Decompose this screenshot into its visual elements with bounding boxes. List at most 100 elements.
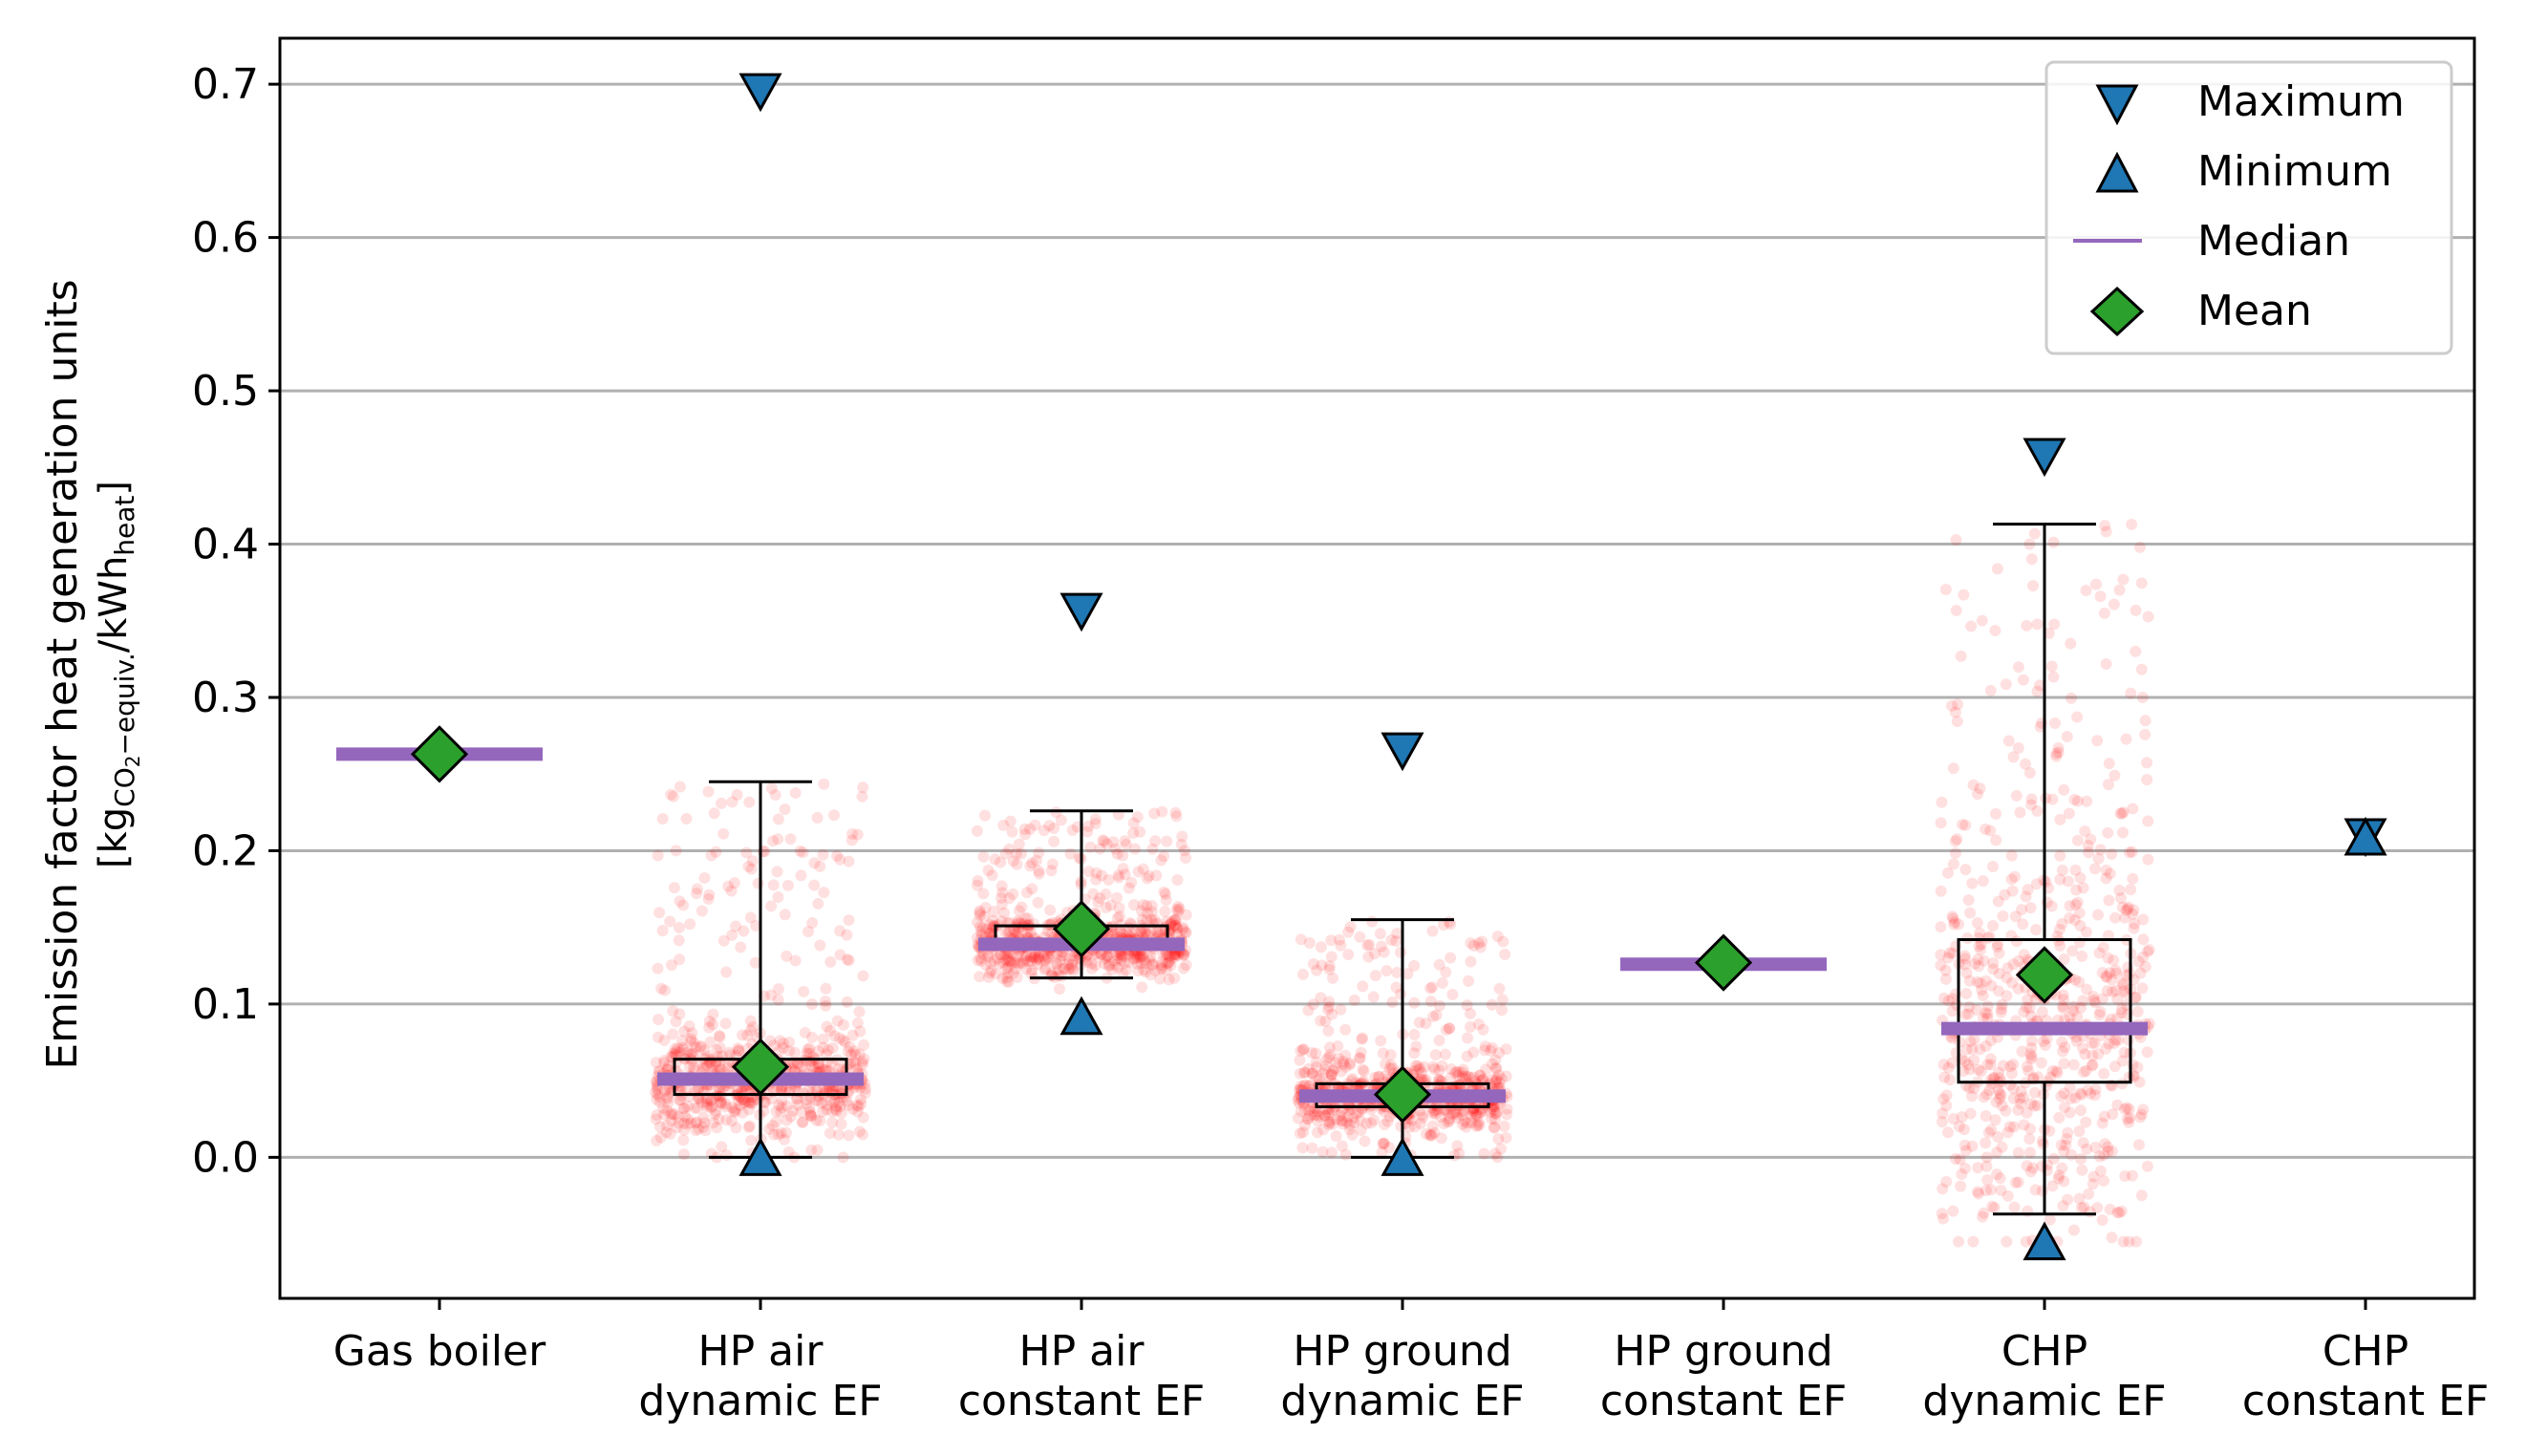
scatter-point	[1447, 1106, 1460, 1119]
scatter-point	[2025, 1050, 2038, 1062]
scatter-point	[1374, 928, 1386, 940]
scatter-point	[1995, 1089, 2007, 1102]
scatter-point	[1343, 1124, 1356, 1136]
scatter-point	[691, 888, 703, 900]
scatter-point	[2069, 974, 2082, 986]
scatter-point	[1081, 955, 1093, 968]
scatter-point	[744, 1024, 757, 1037]
scatter-point	[1302, 1062, 1315, 1075]
scatter-point	[2123, 1235, 2135, 1248]
scatter-point	[1946, 1057, 1959, 1069]
scatter-point	[720, 1114, 733, 1126]
scatter-point	[829, 1103, 842, 1115]
scatter-point	[775, 1126, 787, 1139]
scatter-point	[1033, 846, 1045, 859]
scatter-point	[1958, 1124, 1970, 1136]
scatter-point	[992, 953, 1004, 965]
scatter-point	[665, 788, 677, 801]
scatter-point	[1991, 1168, 2003, 1181]
scatter-point	[2058, 783, 2070, 796]
y-tick-label: 0.7	[192, 60, 259, 109]
scatter-point	[1339, 1049, 1352, 1061]
scatter-point	[695, 1040, 707, 1053]
scatter-point	[1966, 1043, 1979, 1056]
scatter-point	[673, 921, 685, 933]
scatter-point	[1102, 873, 1115, 886]
scatter-point	[1323, 1115, 1336, 1127]
scatter-point	[984, 928, 996, 940]
scatter-point	[1117, 951, 1129, 963]
scatter-point	[1297, 1066, 1310, 1079]
scatter-point	[2007, 1121, 2020, 1133]
scatter-point	[1981, 1012, 1994, 1024]
scatter-point	[2077, 1066, 2089, 1079]
scatter-point	[816, 1097, 828, 1109]
scatter-point	[1053, 983, 1065, 996]
scatter-point	[835, 1118, 847, 1130]
scatter-point	[1935, 949, 1947, 961]
scatter-point	[713, 1030, 725, 1042]
scatter-point	[1465, 1008, 1477, 1020]
scatter-point	[1165, 953, 1177, 965]
scatter-point	[748, 1094, 760, 1106]
scatter-point	[2018, 1006, 2030, 1018]
scatter-point	[859, 1086, 871, 1099]
scatter-point	[2034, 679, 2046, 692]
scatter-point	[1142, 907, 1154, 919]
scatter-point	[2123, 846, 2135, 859]
scatter-point	[1948, 916, 1960, 929]
scatter-point	[855, 1093, 867, 1105]
scatter-point	[717, 934, 730, 947]
scatter-point	[2006, 885, 2019, 897]
scatter-point	[652, 962, 664, 974]
scatter-point	[1993, 947, 2005, 959]
scatter-point	[749, 956, 761, 969]
scatter-point	[1140, 966, 1152, 978]
scatter-point	[1117, 928, 1129, 940]
scatter-point	[798, 985, 810, 997]
scatter-point	[719, 1098, 732, 1110]
scatter-point	[1991, 1146, 2003, 1159]
scatter-point	[2123, 1103, 2135, 1116]
scatter-point	[2051, 1066, 2064, 1079]
scatter-point	[823, 1082, 835, 1095]
scatter-point	[1445, 918, 1457, 931]
scatter-point	[1408, 959, 1421, 972]
scatter-point	[2021, 1106, 2033, 1119]
scatter-point	[1478, 1147, 1490, 1160]
scatter-point	[1173, 903, 1186, 915]
scatter-point	[1007, 855, 1019, 867]
scatter-point	[664, 915, 676, 928]
scatter-point	[2044, 1124, 2056, 1137]
scatter-point	[1452, 1069, 1465, 1081]
scatter-point	[771, 866, 783, 878]
scatter-point	[688, 1038, 700, 1050]
scatter-point	[1082, 866, 1095, 878]
scatter-point	[1134, 953, 1146, 965]
scatter-point	[1012, 914, 1024, 927]
scatter-point	[1493, 1047, 1506, 1060]
scatter-point	[650, 1057, 662, 1069]
scatter-point	[1440, 966, 1452, 978]
scatter-point	[1325, 1069, 1338, 1081]
scatter-point	[1430, 1009, 1443, 1021]
scatter-point	[1942, 995, 1955, 1007]
scatter-point	[703, 1021, 716, 1034]
scatter-point	[1947, 762, 1959, 775]
scatter-point	[2112, 1034, 2125, 1046]
scatter-point	[2141, 1046, 2153, 1059]
scatter-point	[1973, 1188, 1985, 1200]
scatter-point	[2039, 1038, 2051, 1051]
scatter-point	[690, 1124, 702, 1137]
legend-mean-marker	[2089, 286, 2145, 337]
scatter-point	[650, 1086, 662, 1099]
scatter-point	[1479, 1044, 1491, 1057]
scatter-point	[1064, 962, 1077, 974]
scatter-point	[1991, 563, 2003, 575]
scatter-point	[692, 1102, 704, 1114]
scatter-point	[1132, 866, 1145, 878]
scatter-point	[1167, 915, 1179, 928]
scatter-point	[783, 1036, 796, 1048]
scatter-point	[1334, 1109, 1346, 1122]
scatter-point	[1377, 1137, 1389, 1149]
